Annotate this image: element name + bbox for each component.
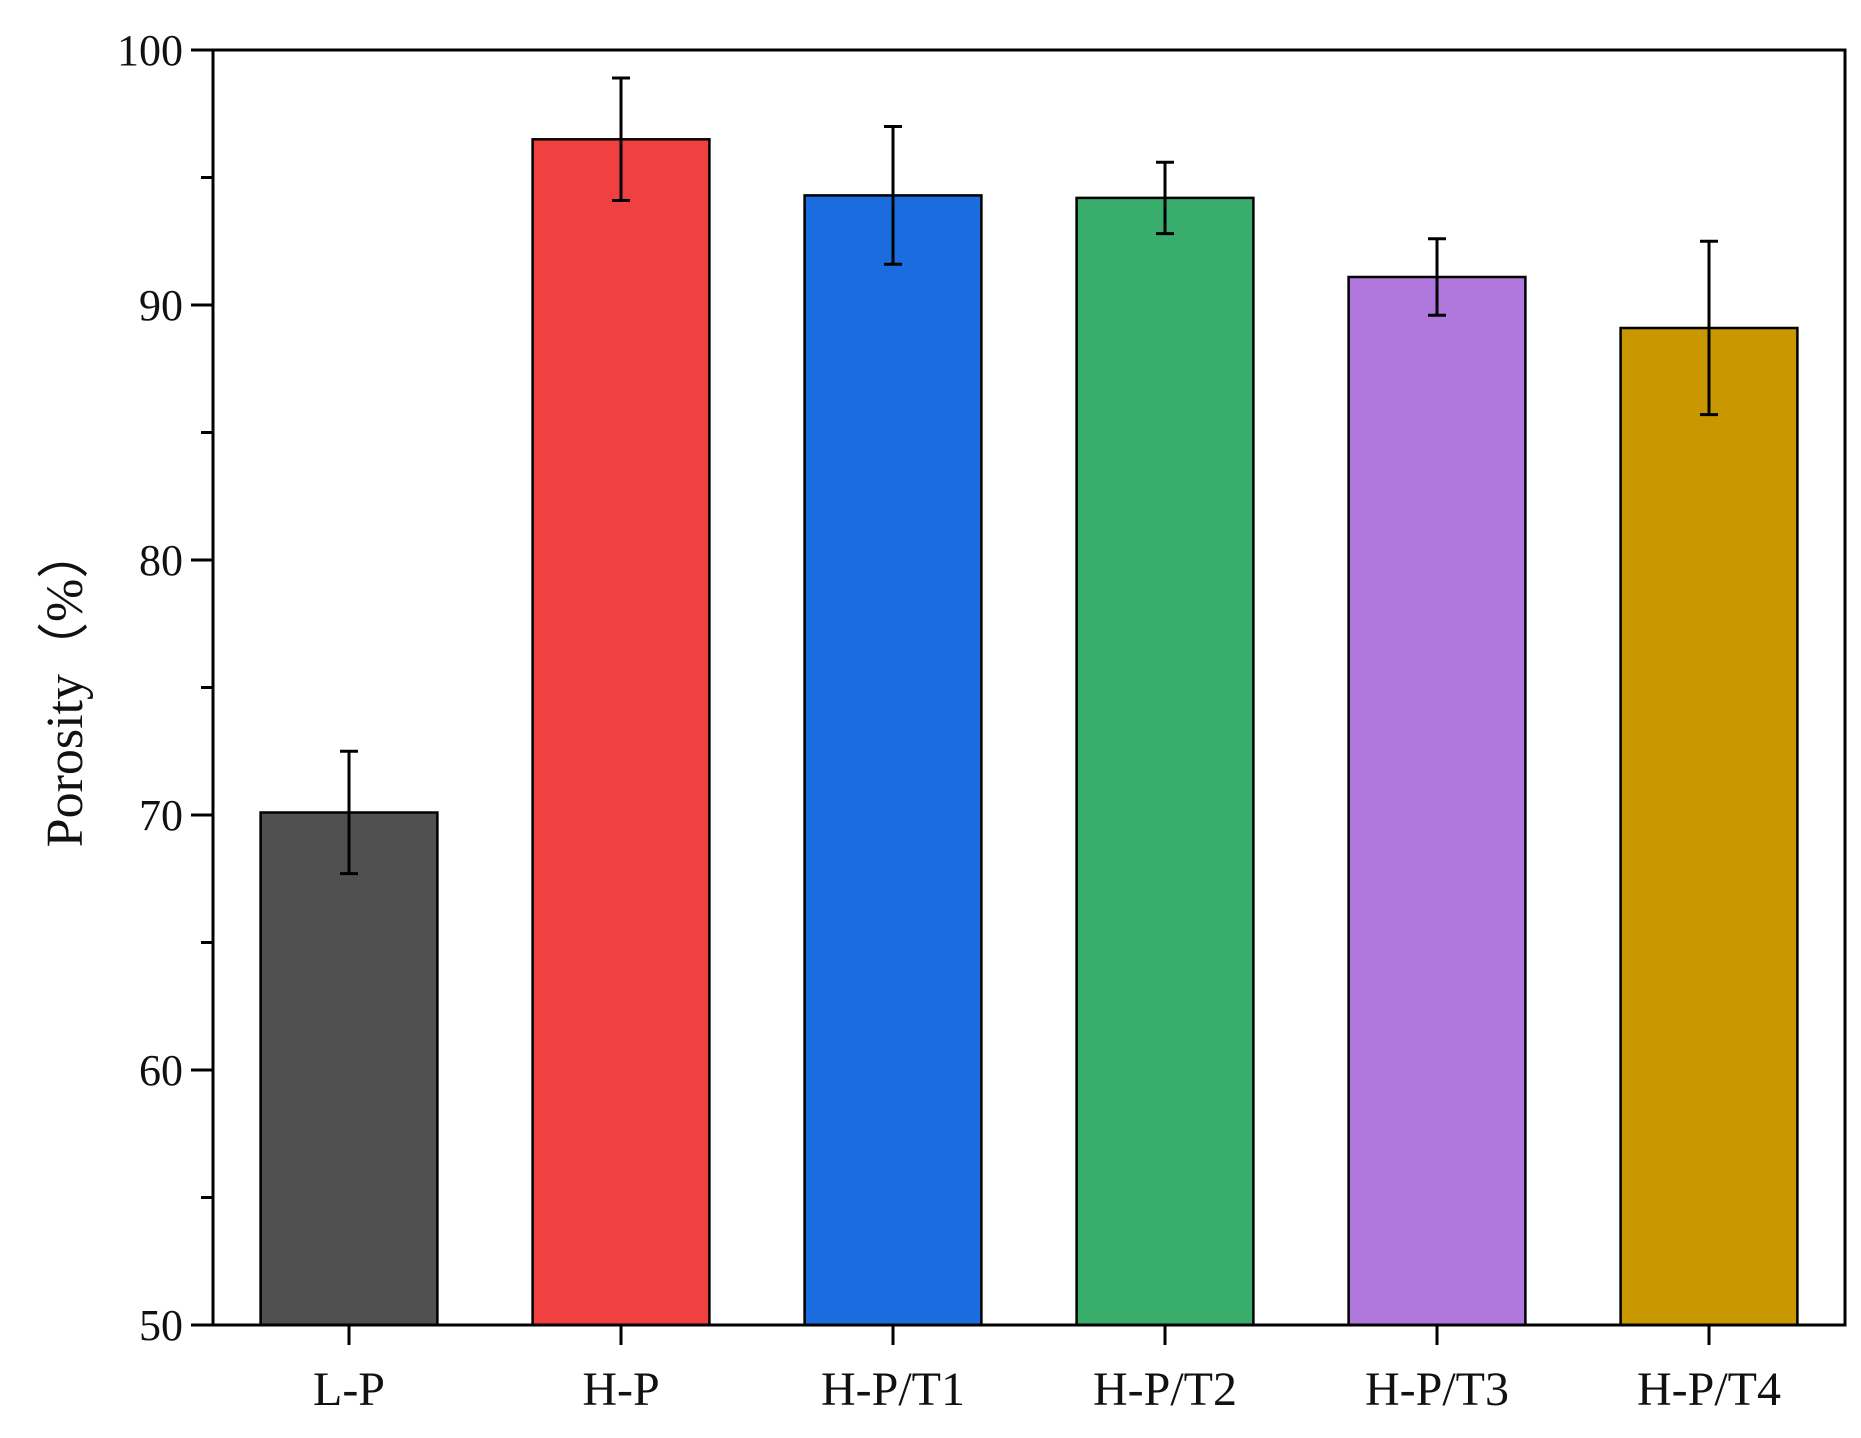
x-axis-ticks: L-P H-P H-P/T1 H-P/T2 H-P/T3 H-P/T4 <box>313 1325 1781 1416</box>
y-tick-label: 60 <box>139 1046 183 1095</box>
bar-h-p-t1 <box>803 194 983 1327</box>
bar-h-p <box>531 138 711 1327</box>
x-tick-label: H-P <box>582 1363 659 1416</box>
y-axis-ticks: 50 60 70 80 90 100 <box>117 26 213 1350</box>
y-axis-title: Porosity（%） <box>37 527 94 848</box>
x-tick-label: L-P <box>313 1363 385 1416</box>
bar-h-p-t2 <box>1075 196 1255 1327</box>
y-tick-label: 80 <box>139 536 183 585</box>
y-tick-label: 50 <box>139 1301 183 1350</box>
bar-h-p-t4 <box>1619 326 1799 1327</box>
bars-layer <box>259 138 1799 1327</box>
x-tick-label: H-P/T4 <box>1637 1363 1781 1416</box>
error-bars-layer <box>340 76 1718 876</box>
bar-l-p <box>259 811 439 1327</box>
plot-frame <box>211 48 1847 1327</box>
y-tick-label: 70 <box>139 791 183 840</box>
x-tick-label: H-P/T3 <box>1365 1363 1509 1416</box>
x-tick-label: H-P/T2 <box>1093 1363 1237 1416</box>
y-tick-label: 90 <box>139 281 183 330</box>
bar-h-p-t3 <box>1347 275 1527 1327</box>
x-tick-label: H-P/T1 <box>821 1363 965 1416</box>
y-tick-label: 100 <box>117 26 183 75</box>
